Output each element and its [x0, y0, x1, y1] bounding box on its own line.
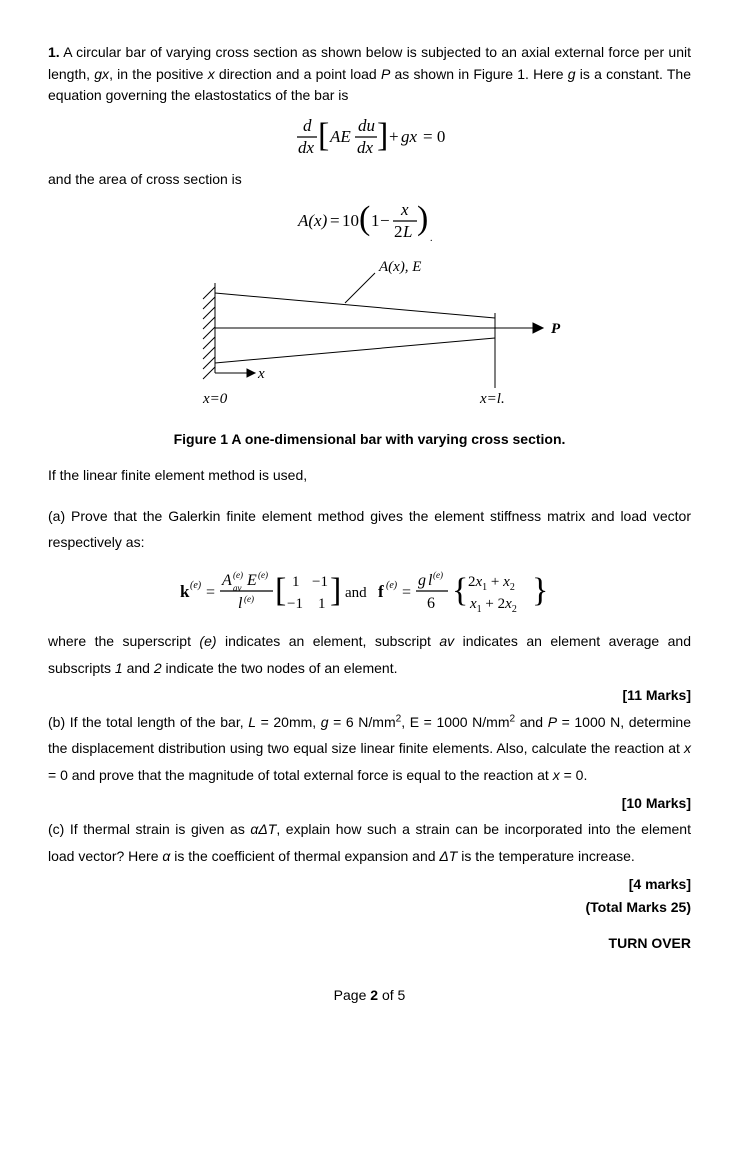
equation-governing: d dx [ AE du dx ] + gx = 0 — [48, 113, 691, 161]
part-c: (c) If thermal strain is given as αΔT, e… — [48, 816, 691, 869]
svg-text:−: − — [380, 211, 390, 230]
svg-text:]: ] — [377, 117, 388, 154]
svg-text:−1: −1 — [312, 574, 328, 590]
svg-text:−1: −1 — [287, 596, 303, 612]
svg-text:+: + — [389, 127, 399, 146]
eq1-d: d — [303, 116, 312, 135]
svg-text:=: = — [206, 584, 215, 601]
svg-text:=: = — [330, 211, 340, 230]
svg-text:(e): (e) — [433, 570, 443, 580]
svg-text:A: A — [221, 572, 232, 589]
svg-text:(e): (e) — [386, 580, 398, 591]
part-a-after: where the superscript (e) indicates an e… — [48, 628, 691, 681]
part-a: (a) Prove that the Galerkin finite eleme… — [48, 503, 691, 556]
fig-label-x: x — [257, 366, 265, 382]
svg-text:L: L — [402, 222, 412, 241]
svg-text:(e): (e) — [258, 570, 268, 580]
fig-label-p: P — [551, 321, 561, 337]
svg-text:dx: dx — [357, 138, 374, 157]
svg-text:du: du — [358, 116, 375, 135]
svg-text:{: { — [452, 572, 468, 609]
svg-text:gx: gx — [401, 127, 418, 146]
svg-text:): ) — [417, 200, 428, 237]
page-footer: Page 2 of 5 — [48, 985, 691, 1007]
svg-text:1: 1 — [318, 596, 326, 612]
svg-text:=: = — [402, 584, 411, 601]
svg-text:6: 6 — [427, 595, 435, 612]
svg-text:2: 2 — [394, 222, 403, 241]
svg-text:(e): (e) — [233, 570, 243, 580]
svg-text:[: [ — [318, 117, 329, 154]
fig-label-xl: x=l. — [479, 391, 505, 407]
marks-a: [11 Marks] — [48, 685, 691, 707]
marks-c: [4 marks] — [48, 874, 691, 896]
fig-label-x0: x=0 — [202, 391, 228, 407]
svg-text:x1 + 2x2: x1 + 2x2 — [469, 596, 517, 615]
svg-text:E: E — [246, 572, 257, 589]
equation-area: A(x) = 10 ( 1 − x 2 L ) . — [48, 197, 691, 245]
svg-text:[: [ — [275, 572, 286, 609]
figure-1: A(x), E P x x=0 x=l. — [48, 253, 691, 420]
svg-text:A(x): A(x) — [297, 211, 328, 230]
marks-b: [10 Marks] — [48, 793, 691, 815]
q-number: 1. — [48, 44, 60, 60]
total-marks: (Total Marks 25) — [48, 897, 691, 919]
part-b: (b) If the total length of the bar, L = … — [48, 709, 691, 789]
equation-stiffness-load: k (e) = A (e) av E (e) l (e) [ 1 −1 −1 1… — [48, 564, 691, 620]
svg-text:= 0: = 0 — [423, 127, 445, 146]
svg-text:.: . — [430, 233, 433, 244]
svg-text:10: 10 — [342, 211, 359, 230]
svg-text:(e): (e) — [244, 594, 254, 604]
eq1-dx: dx — [298, 138, 315, 157]
svg-text:g: g — [418, 572, 426, 589]
svg-text:x: x — [400, 200, 409, 219]
area-intro: and the area of cross section is — [48, 169, 691, 191]
svg-text:}: } — [532, 572, 548, 609]
question-intro: 1. A circular bar of varying cross secti… — [48, 42, 691, 107]
fem-intro: If the linear finite element method is u… — [48, 465, 691, 487]
svg-text:(e): (e) — [190, 580, 202, 591]
svg-text:l: l — [238, 595, 243, 612]
svg-text:f: f — [378, 582, 384, 601]
fig-label-axe: A(x), E — [378, 259, 421, 275]
figure-caption: Figure 1 A one-dimensional bar with vary… — [48, 429, 691, 451]
svg-text:2x1 + x2: 2x1 + x2 — [468, 574, 515, 593]
svg-text:1: 1 — [292, 574, 300, 590]
svg-text:]: ] — [330, 572, 341, 609]
svg-text:1: 1 — [371, 211, 380, 230]
svg-text:and: and — [345, 585, 367, 601]
svg-text:k: k — [180, 582, 190, 601]
turn-over: TURN OVER — [48, 933, 691, 955]
svg-text:AE: AE — [329, 127, 351, 146]
svg-text:(: ( — [359, 200, 370, 237]
